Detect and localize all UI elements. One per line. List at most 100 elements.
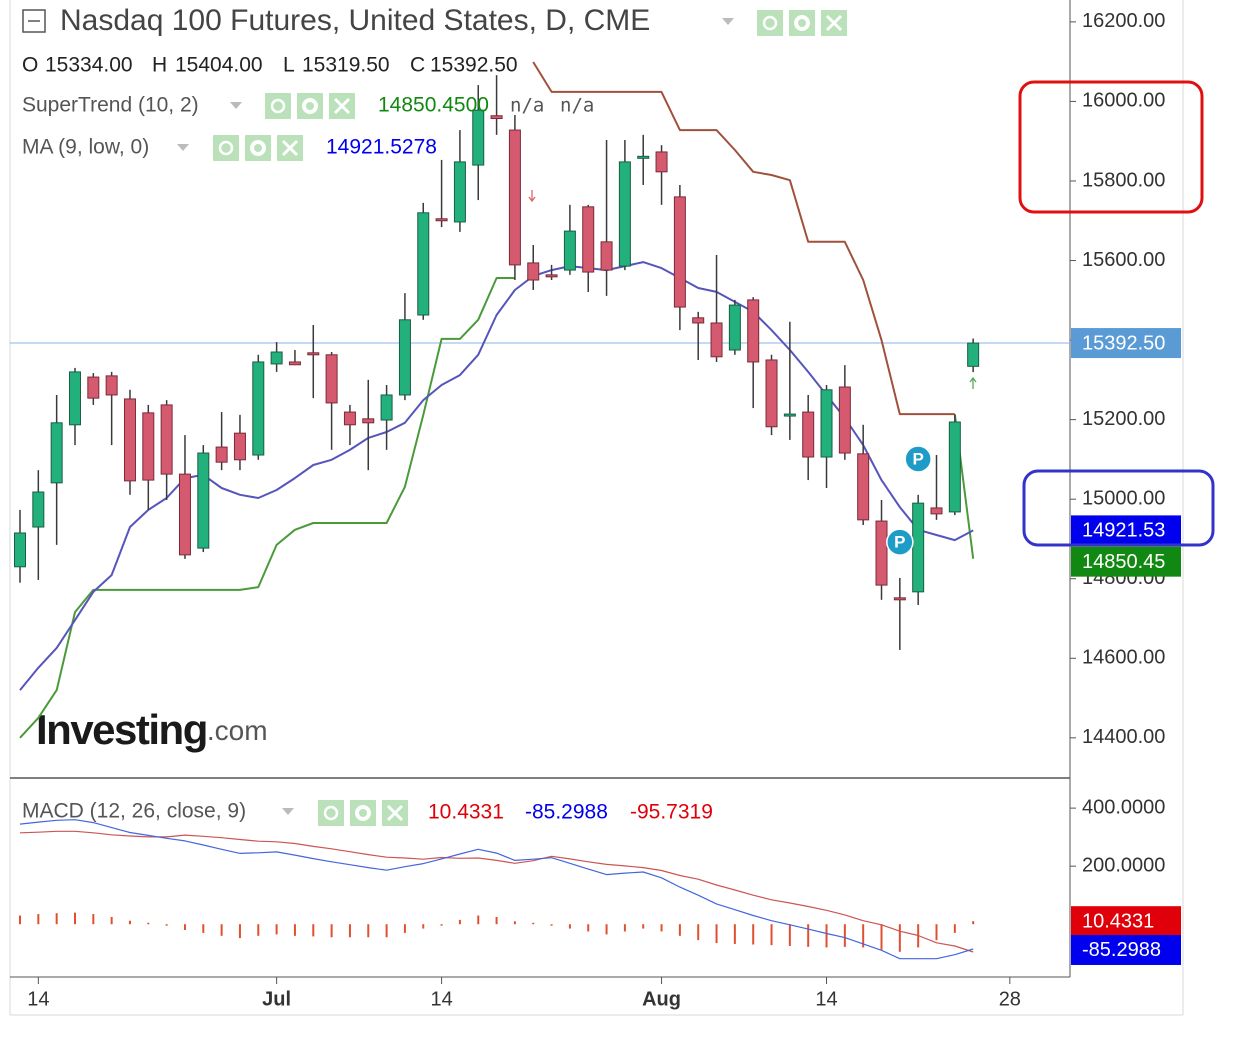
icon-glyph [270, 98, 286, 114]
macd-signal [19, 830, 974, 953]
y-tick-label: 15000.00 [1082, 487, 1165, 509]
candle-body [233, 432, 246, 461]
annotation-box [1022, 469, 1215, 547]
y-tick-label: 14600.00 [1082, 647, 1165, 669]
candle-body [362, 418, 375, 424]
y-tick-label: 14400.00 [1082, 726, 1165, 748]
indicator-dropdown[interactable] [282, 808, 294, 815]
icon-glyph [355, 805, 371, 821]
indicator-dropdown[interactable] [177, 144, 189, 151]
legend-value: 15404.00 [175, 54, 263, 77]
candle-body [270, 351, 283, 365]
axis-tag-label: 14850.45 [1082, 551, 1165, 573]
y-tick-label: 16200.00 [1082, 10, 1165, 32]
candle-body [435, 218, 448, 222]
supertrend-down [532, 61, 955, 416]
axis-tag [1071, 906, 1181, 937]
legend-prefix: O [22, 54, 38, 77]
candle-body [728, 304, 741, 351]
candle-body [545, 274, 558, 278]
candle-body [948, 421, 961, 513]
icon-glyph [250, 140, 266, 156]
icon-glyph [323, 805, 339, 821]
icon-glyph [333, 97, 351, 115]
settings-icon[interactable] [318, 800, 344, 826]
candle-body [655, 151, 668, 173]
axis-tag-label: 10.4331 [1082, 910, 1154, 932]
x-tick-label: Aug [642, 988, 681, 1010]
candle-body [508, 129, 521, 266]
candle-body [857, 453, 870, 521]
candle-body [527, 262, 540, 281]
axis-tag [1071, 515, 1181, 546]
indicator-value: 14921.5278 [326, 136, 437, 159]
candle-body [747, 299, 760, 363]
indicator-name: MA (9, low, 0) [22, 136, 149, 159]
x-tick-label: 14 [430, 988, 452, 1010]
indicator-extra: n/a [510, 95, 544, 117]
indicator-value: 14850.4500 [378, 94, 489, 117]
candle-body [252, 361, 265, 456]
watermark: Investing.com [36, 706, 268, 753]
y-tick-label: 400.0000 [1082, 796, 1165, 818]
settings-icon[interactable] [757, 10, 783, 36]
y-tick-label: 15800.00 [1082, 169, 1165, 191]
legend-prefix: L [283, 54, 295, 77]
pivot-marker [886, 528, 914, 556]
candle-body [472, 109, 485, 166]
axis-tag [1071, 934, 1181, 965]
candle-body [123, 398, 136, 482]
candle-body [875, 520, 888, 586]
pivot-marker [904, 445, 932, 473]
watermark-suffix: .com [207, 715, 268, 746]
pivot-label: P [912, 449, 923, 468]
candle-body [967, 342, 980, 367]
axis-tag [1071, 546, 1181, 577]
candle-body [32, 491, 45, 528]
candle-body [68, 371, 81, 426]
candle-body [582, 206, 595, 273]
annotation-box [1018, 80, 1204, 214]
candle-body [783, 413, 796, 417]
candle-body [802, 411, 815, 458]
axis-tags: 15392.50 14921.53 14850.45 10.4331 -85.2988 [1071, 328, 1181, 965]
settings-icon[interactable] [213, 135, 239, 161]
axis-tag-label: 14921.53 [1082, 520, 1165, 542]
macd-hist-value: 10.4331 [428, 801, 504, 824]
legend-value: 15392.50 [430, 54, 518, 77]
macd-value: -85.2988 [525, 801, 608, 824]
collapse-button[interactable] [22, 9, 46, 33]
settings-icon[interactable] [265, 93, 291, 119]
settings-icon[interactable] [350, 800, 376, 826]
y-tick-label: 16000.00 [1082, 90, 1165, 112]
y-tick-label: 15200.00 [1082, 408, 1165, 430]
settings-icon[interactable] [245, 135, 271, 161]
settings-icon[interactable] [789, 10, 815, 36]
x-tick-label: Jul [262, 988, 291, 1010]
macd-line [19, 819, 974, 960]
icon-glyph [218, 140, 234, 156]
indicator-name: MACD (12, 26, close, 9) [22, 800, 246, 823]
candle-body [618, 161, 631, 267]
settings-icon[interactable] [297, 93, 323, 119]
icon-glyph [281, 139, 299, 157]
indicator-extra: n/a [560, 95, 594, 117]
legend-prefix: C [410, 54, 425, 77]
legend-prefix: H [152, 54, 167, 77]
candle-body [765, 359, 778, 428]
title-dropdown[interactable] [722, 18, 734, 25]
legend-value: 15334.00 [45, 54, 133, 77]
indicator-dropdown[interactable] [230, 102, 242, 109]
candle-body [820, 389, 833, 458]
y-tick-label: 200.0000 [1082, 854, 1165, 876]
macd-signal-value: -95.7319 [630, 801, 713, 824]
candle-body [490, 115, 503, 120]
ma-line [19, 261, 974, 691]
candle-body [637, 155, 650, 159]
candle-body [453, 161, 466, 223]
candle-body [930, 507, 943, 515]
candle-body [197, 452, 210, 549]
candle-body [105, 375, 118, 396]
candle-body [288, 361, 301, 366]
